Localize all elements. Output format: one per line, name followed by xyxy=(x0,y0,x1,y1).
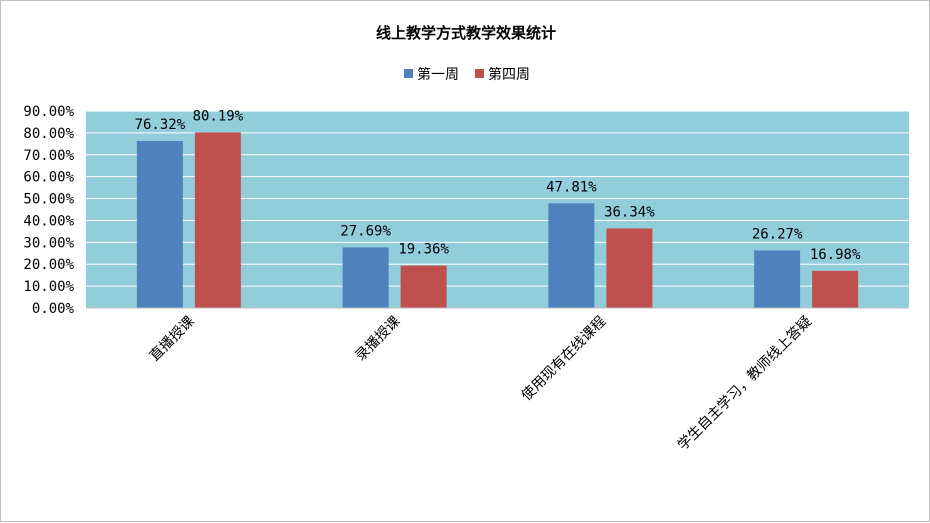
y-tick-label: 10.00% xyxy=(23,279,74,295)
y-tick-label: 90.00% xyxy=(23,104,74,120)
bar-week1 xyxy=(342,247,389,308)
x-axis: 直播授课 录播授课 使用现有在线课程 学生自主学习，教师线上答疑 xyxy=(86,307,909,454)
data-label: 80.19% xyxy=(193,108,244,124)
data-label: 26.27% xyxy=(752,226,803,242)
bar-week4 xyxy=(812,270,859,308)
y-tick-label: 60.00% xyxy=(23,170,74,186)
legend: 第一周 第四周 xyxy=(404,66,530,83)
bar-week1 xyxy=(136,140,183,308)
legend-label: 第一周 xyxy=(417,66,459,83)
data-labels: 76.32% 80.19% 27.69% 19.36% 47.81% 36.34% 26.2… xyxy=(135,108,861,262)
category-label: 使用现有在线课程 xyxy=(518,313,609,404)
data-label: 47.81% xyxy=(546,179,597,195)
data-label: 16.98% xyxy=(810,247,861,263)
data-label: 76.32% xyxy=(135,117,186,133)
bar-week4 xyxy=(194,132,241,308)
data-label: 27.69% xyxy=(340,223,391,239)
y-tick-label: 80.00% xyxy=(23,126,74,142)
bar-week4 xyxy=(400,265,447,308)
legend-label: 第四周 xyxy=(488,66,530,83)
bars xyxy=(136,132,859,308)
y-axis: 0.00% 10.00% 20.00% 30.00% 40.00% 50.00% 60.00… xyxy=(23,104,74,317)
bar-week4 xyxy=(606,228,653,308)
data-label: 19.36% xyxy=(398,242,449,258)
legend-swatch xyxy=(404,69,413,78)
category-label: 录播授课 xyxy=(353,314,404,365)
legend-swatch xyxy=(475,69,484,78)
data-label: 36.34% xyxy=(604,204,655,220)
y-tick-label: 40.00% xyxy=(23,213,74,229)
y-tick-label: 20.00% xyxy=(23,257,74,273)
y-tick-label: 70.00% xyxy=(23,148,74,164)
y-tick-label: 30.00% xyxy=(23,235,74,251)
y-tick-label: 0.00% xyxy=(32,301,75,317)
category-label: 学生自主学习，教师线上答疑 xyxy=(674,313,815,454)
bar-week1 xyxy=(754,250,801,308)
y-tick-label: 50.00% xyxy=(23,192,74,208)
chart-title: 线上教学方式教学效果统计 xyxy=(376,24,556,42)
bar-week1 xyxy=(548,203,595,308)
category-label: 直播授课 xyxy=(146,313,198,365)
